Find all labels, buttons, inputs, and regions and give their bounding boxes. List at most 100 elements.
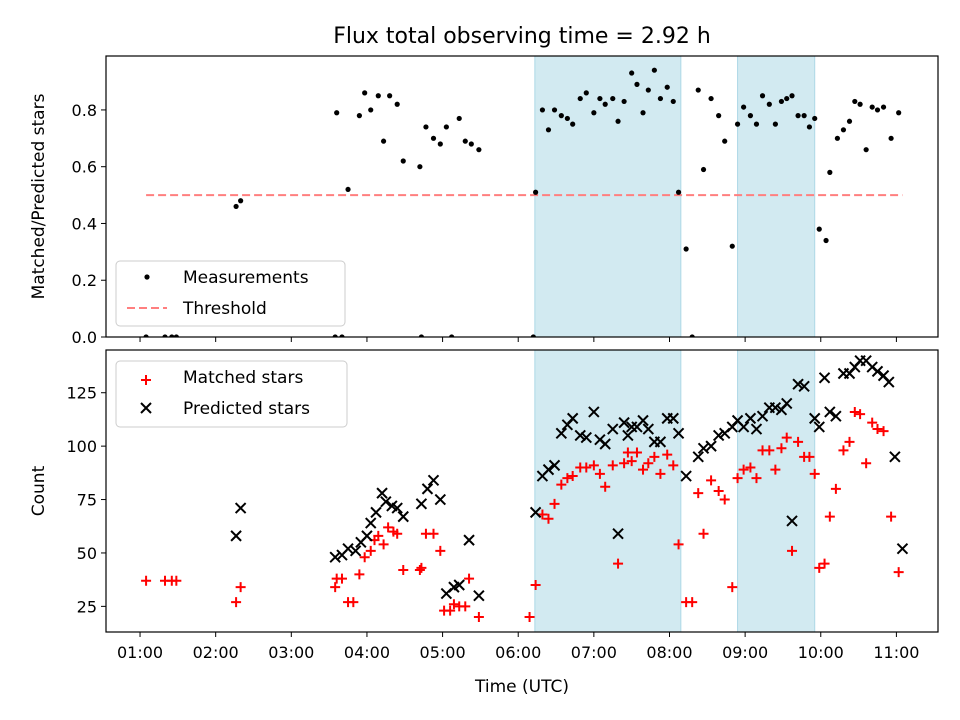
matched-point xyxy=(464,573,475,584)
legend-box xyxy=(115,360,348,428)
matched-point xyxy=(698,528,709,539)
measurement-point xyxy=(741,104,747,110)
x-tick-label: 05:00 xyxy=(420,643,466,662)
predicted-point xyxy=(792,378,804,390)
matched-point xyxy=(844,436,855,447)
matched-point xyxy=(781,432,792,443)
measurement-point xyxy=(874,107,881,113)
predicted-point xyxy=(434,493,447,506)
matched-point xyxy=(643,458,654,469)
measurement-point xyxy=(840,127,847,133)
predicted-point xyxy=(813,421,825,433)
measurement-point xyxy=(664,84,670,90)
legend: Measurements Threshold xyxy=(115,260,346,327)
measurement-point xyxy=(356,113,362,119)
predicted-point xyxy=(380,495,392,508)
matched-point xyxy=(607,460,618,471)
measurement-point xyxy=(332,334,338,337)
matched-point xyxy=(473,612,484,623)
measurement-point xyxy=(143,334,149,337)
matched-point xyxy=(171,575,182,586)
x-axis-label: Time (UTC) xyxy=(474,677,569,697)
matched-point xyxy=(872,424,883,435)
predicted-point xyxy=(365,517,377,529)
legend-label: Predicted stars xyxy=(183,399,310,419)
matched-point xyxy=(819,558,830,569)
measurement-point xyxy=(375,93,381,99)
y-tick-label: 0.4 xyxy=(72,214,97,233)
predicted-point xyxy=(230,530,242,542)
y-tick-label: 125 xyxy=(66,384,97,403)
measurement-point xyxy=(334,110,340,116)
measurement-point xyxy=(564,115,570,122)
measurement-point xyxy=(645,87,651,93)
matched-point xyxy=(855,409,866,420)
measurement-point xyxy=(863,147,869,153)
predicted-point xyxy=(427,474,440,487)
predicted-point xyxy=(737,421,750,433)
measurement-point xyxy=(570,121,576,127)
measurement-point xyxy=(468,141,474,147)
measurement-point xyxy=(857,101,863,107)
matched-point xyxy=(770,464,781,475)
predicted-point xyxy=(744,412,757,425)
measurement-point xyxy=(233,203,239,210)
matched-point xyxy=(567,471,578,482)
measurement-point xyxy=(591,110,597,116)
plot-area xyxy=(141,350,909,632)
observing-window-shade xyxy=(737,350,816,632)
measurement-point xyxy=(778,98,785,105)
measurement-point xyxy=(772,121,778,127)
measurement-point xyxy=(400,158,406,164)
measurement-point xyxy=(610,95,616,102)
predicted-point xyxy=(809,412,821,425)
measurement-point xyxy=(621,98,627,105)
predicted-point xyxy=(883,376,895,388)
measurement-point xyxy=(823,237,829,244)
predicted-point xyxy=(599,438,611,450)
matched-point xyxy=(594,468,605,479)
matched-point xyxy=(354,569,365,580)
x-tick-label: 02:00 xyxy=(193,643,239,662)
measurement-point xyxy=(418,334,425,337)
predicted-point xyxy=(667,412,679,425)
measurement-point xyxy=(533,189,539,195)
measurement-point xyxy=(539,107,546,113)
matched-point xyxy=(814,562,825,573)
observing-window-shade xyxy=(534,350,682,632)
matched-point xyxy=(673,539,684,550)
measurement-point xyxy=(689,334,695,337)
measurement-point xyxy=(462,138,468,144)
matched-point xyxy=(378,539,389,550)
predicted-point xyxy=(896,542,909,555)
matched-point xyxy=(373,530,384,541)
matched-point xyxy=(613,558,624,569)
predicted-point xyxy=(889,451,901,463)
matched-point xyxy=(706,475,717,486)
predicted-point xyxy=(830,410,842,422)
predicted-point xyxy=(750,423,763,435)
predicted-point xyxy=(612,528,624,540)
series-measurements xyxy=(143,67,902,337)
legend-predicted-marker xyxy=(140,402,152,414)
matched-point xyxy=(562,473,573,484)
measurement-point xyxy=(651,67,657,73)
measurement-point xyxy=(812,115,818,122)
predicted-point xyxy=(391,502,403,514)
axes-frame xyxy=(105,349,939,633)
matched-point xyxy=(893,567,904,578)
measurement-point xyxy=(846,118,853,124)
matched-point xyxy=(336,573,347,584)
y-tick-label: 75 xyxy=(77,491,97,510)
matched-point xyxy=(732,473,743,484)
measurement-point xyxy=(417,164,423,170)
predicted-point xyxy=(607,423,619,435)
matched-point xyxy=(764,445,775,456)
measurement-point xyxy=(634,81,640,87)
matched-point xyxy=(649,451,660,462)
measurement-point xyxy=(362,90,368,96)
measurement-point xyxy=(629,70,635,76)
predicted-point xyxy=(692,451,704,463)
matched-point xyxy=(631,447,642,458)
x-tick-label: 08:00 xyxy=(646,643,692,662)
